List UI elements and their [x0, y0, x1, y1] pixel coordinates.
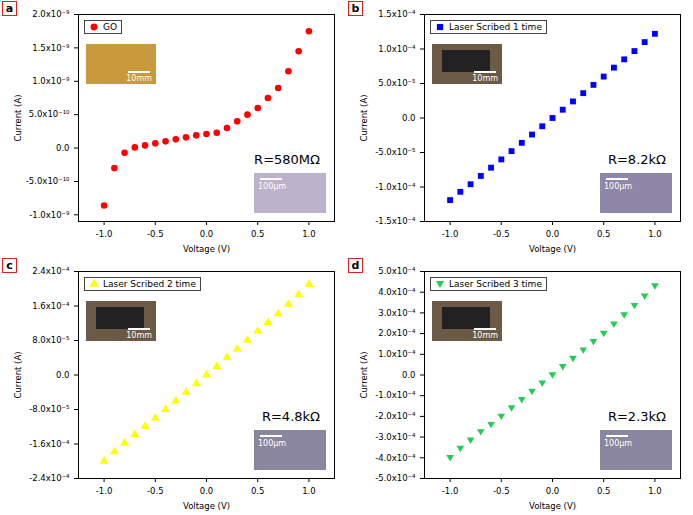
svg-text:Voltage (V): Voltage (V)	[529, 244, 576, 254]
svg-text:-1.0: -1.0	[442, 229, 459, 239]
html-text:R=2.3kΩ: R=2.3kΩ	[607, 409, 666, 424]
svg-text:-1.5x10⁻⁴: -1.5x10⁻⁴	[375, 216, 416, 226]
svg-text:2.0x10⁻⁹: 2.0x10⁻⁹	[32, 9, 70, 19]
svg-text:-5.0x10⁻¹⁰: -5.0x10⁻¹⁰	[26, 176, 70, 186]
html-text:100μm: 100μm	[258, 182, 287, 191]
svg-text:0.0: 0.0	[56, 143, 70, 153]
svg-text:-1.6x10⁻⁴: -1.6x10⁻⁴	[29, 439, 70, 449]
svg-text:1.0x10⁻⁴: 1.0x10⁻⁴	[378, 44, 416, 54]
svg-text:-1.0: -1.0	[96, 229, 113, 239]
html-text:a: a	[5, 2, 14, 15]
html-text:100μm: 100μm	[604, 182, 633, 191]
svg-text:Voltage (V): Voltage (V)	[183, 244, 230, 254]
svg-text:0.0: 0.0	[402, 370, 416, 380]
svg-text:Voltage (V): Voltage (V)	[183, 501, 230, 511]
html-text:R=580MΩ: R=580MΩ	[254, 152, 320, 167]
html-text:c: c	[6, 259, 13, 272]
html-text:R=8.2kΩ: R=8.2kΩ	[607, 152, 666, 167]
svg-text:2.4x10⁻⁴: 2.4x10⁻⁴	[32, 266, 70, 276]
svg-text:-2.4x10⁻⁴: -2.4x10⁻⁴	[29, 473, 70, 483]
svg-text:1.0x10⁻⁹: 1.0x10⁻⁹	[32, 76, 70, 86]
html-text:10mm: 10mm	[126, 331, 152, 340]
svg-text:-5.0x10⁻⁴: -5.0x10⁻⁴	[375, 473, 416, 483]
svg-text:1.5x10⁻⁹: 1.5x10⁻⁹	[32, 43, 70, 53]
svg-text:-0.5: -0.5	[147, 229, 164, 239]
svg-text:2.0x10⁻⁴: 2.0x10⁻⁴	[378, 328, 416, 338]
svg-text:-3.0x10⁻⁴: -3.0x10⁻⁴	[375, 432, 416, 442]
svg-text:0.0: 0.0	[402, 113, 416, 123]
svg-text:-0.5: -0.5	[493, 229, 510, 239]
svg-text:-8.0x10⁻⁵: -8.0x10⁻⁵	[29, 404, 69, 414]
svg-text:4.0x10⁻⁴: 4.0x10⁻⁴	[378, 287, 416, 297]
svg-text:-1.0: -1.0	[96, 486, 113, 496]
svg-text:1.5x10⁻⁴: 1.5x10⁻⁴	[378, 9, 416, 19]
html-text:10mm: 10mm	[472, 331, 498, 340]
svg-text:1.0: 1.0	[302, 486, 316, 496]
svg-text:5.0x10⁻⁵: 5.0x10⁻⁵	[378, 78, 415, 88]
svg-text:1.0: 1.0	[302, 229, 316, 239]
svg-text:1.0: 1.0	[648, 229, 662, 239]
svg-text:0.0: 0.0	[200, 486, 214, 496]
svg-text:0.0: 0.0	[546, 229, 560, 239]
svg-text:0.0: 0.0	[546, 486, 560, 496]
html-text:d: d	[351, 259, 360, 272]
svg-text:Current (A): Current (A)	[13, 351, 23, 398]
svg-text:-1.0x10⁻⁴: -1.0x10⁻⁴	[375, 390, 416, 400]
html-text:100μm: 100μm	[258, 439, 287, 448]
svg-text:0.5: 0.5	[597, 229, 611, 239]
svg-text:-1.0: -1.0	[442, 486, 459, 496]
svg-text:Current (A): Current (A)	[359, 351, 369, 398]
svg-text:0.5: 0.5	[251, 486, 265, 496]
svg-text:1.0: 1.0	[648, 486, 662, 496]
svg-text:-0.5: -0.5	[493, 486, 510, 496]
svg-text:Current (A): Current (A)	[359, 94, 369, 141]
svg-text:0.5: 0.5	[597, 486, 611, 496]
html-text:Laser Scribed 1 time: Laser Scribed 1 time	[449, 22, 542, 32]
svg-text:-1.0x10⁻⁴: -1.0x10⁻⁴	[375, 182, 416, 192]
html-text:Laser Scribed 3 time: Laser Scribed 3 time	[449, 279, 542, 289]
svg-text:0.5: 0.5	[251, 229, 265, 239]
svg-text:-2.0x10⁻⁴: -2.0x10⁻⁴	[375, 411, 416, 421]
svg-text:-1.0x10⁻⁹: -1.0x10⁻⁹	[29, 210, 70, 220]
html-text:Laser Scribed 2 time: Laser Scribed 2 time	[103, 279, 196, 289]
html-text:10mm: 10mm	[126, 74, 152, 83]
svg-text:8.0x10⁻⁵: 8.0x10⁻⁵	[32, 335, 69, 345]
svg-text:0.0: 0.0	[56, 370, 70, 380]
svg-text:-0.5: -0.5	[147, 486, 164, 496]
html-text:b: b	[351, 2, 360, 15]
svg-text:5.0x10⁻¹⁰: 5.0x10⁻¹⁰	[29, 109, 70, 119]
svg-text:Current (A): Current (A)	[13, 94, 23, 141]
svg-text:1.0x10⁻⁴: 1.0x10⁻⁴	[378, 349, 416, 359]
svg-text:0.0: 0.0	[200, 229, 214, 239]
html-text:100μm: 100μm	[604, 439, 633, 448]
svg-text:-4.0x10⁻⁴: -4.0x10⁻⁴	[375, 453, 416, 463]
svg-text:Voltage (V): Voltage (V)	[529, 501, 576, 511]
svg-text:-5.0x10⁻⁵: -5.0x10⁻⁵	[375, 147, 415, 157]
html-text:10mm: 10mm	[472, 74, 498, 83]
html-text:GO: GO	[103, 22, 118, 32]
html-text:R=4.8kΩ: R=4.8kΩ	[261, 409, 320, 424]
svg-text:5.0x10⁻⁴: 5.0x10⁻⁴	[378, 266, 416, 276]
svg-text:3.0x10⁻⁴: 3.0x10⁻⁴	[378, 308, 416, 318]
svg-text:1.6x10⁻⁴: 1.6x10⁻⁴	[32, 301, 70, 311]
